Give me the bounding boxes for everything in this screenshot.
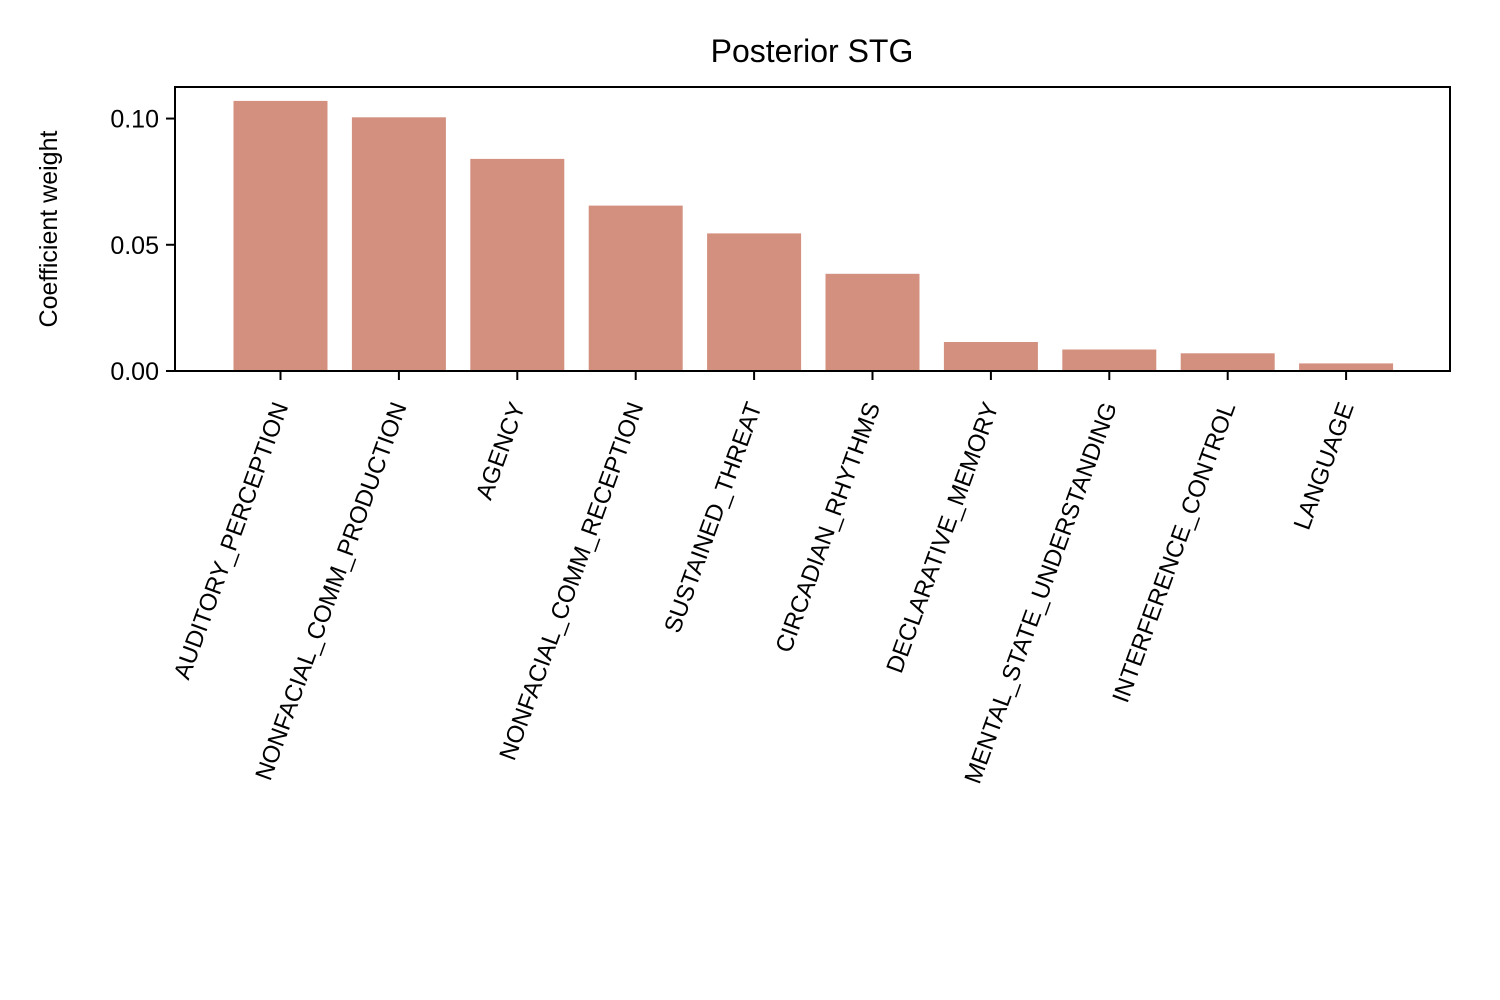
y-axis: 0.00 0.05 0.10 — [110, 106, 175, 386]
bar — [1180, 353, 1275, 371]
x-tick-label: INTERFERENCE_CONTROL — [1107, 399, 1241, 706]
x-axis: AUDITORY_PERCEPTIONNONFACIAL_COMM_PRODUC… — [169, 371, 1360, 787]
y-axis-label: Coefficient weight — [35, 131, 63, 328]
bar — [943, 342, 1038, 371]
bar — [1062, 349, 1157, 371]
bar — [825, 273, 920, 371]
y-tick-label: 0.10 — [110, 106, 159, 134]
bar — [588, 205, 683, 371]
x-tick-label: AUDITORY_PERCEPTION — [169, 399, 294, 683]
bar — [1299, 363, 1394, 371]
bar — [233, 100, 328, 372]
y-tick-label: 0.05 — [110, 232, 159, 260]
bar — [351, 117, 446, 371]
bars-group — [233, 100, 1394, 372]
x-tick-label: SUSTAINED_THREAT — [659, 398, 768, 636]
bar — [707, 233, 802, 371]
x-tick-label: LANGUAGE — [1289, 399, 1360, 534]
x-tick-label: AGENCY — [471, 399, 531, 503]
bar — [470, 158, 565, 371]
x-tick-label: DECLARATIVE_MEMORY — [881, 399, 1004, 677]
plot-frame — [174, 86, 1451, 372]
y-tick-label: 0.00 — [110, 358, 159, 386]
chart-title: Posterior STG — [711, 33, 914, 69]
x-tick-label: CIRCADIAN_RHYTHMS — [770, 399, 886, 656]
x-tick-label: NONFACIAL_COMM_RECEPTION — [494, 399, 649, 764]
